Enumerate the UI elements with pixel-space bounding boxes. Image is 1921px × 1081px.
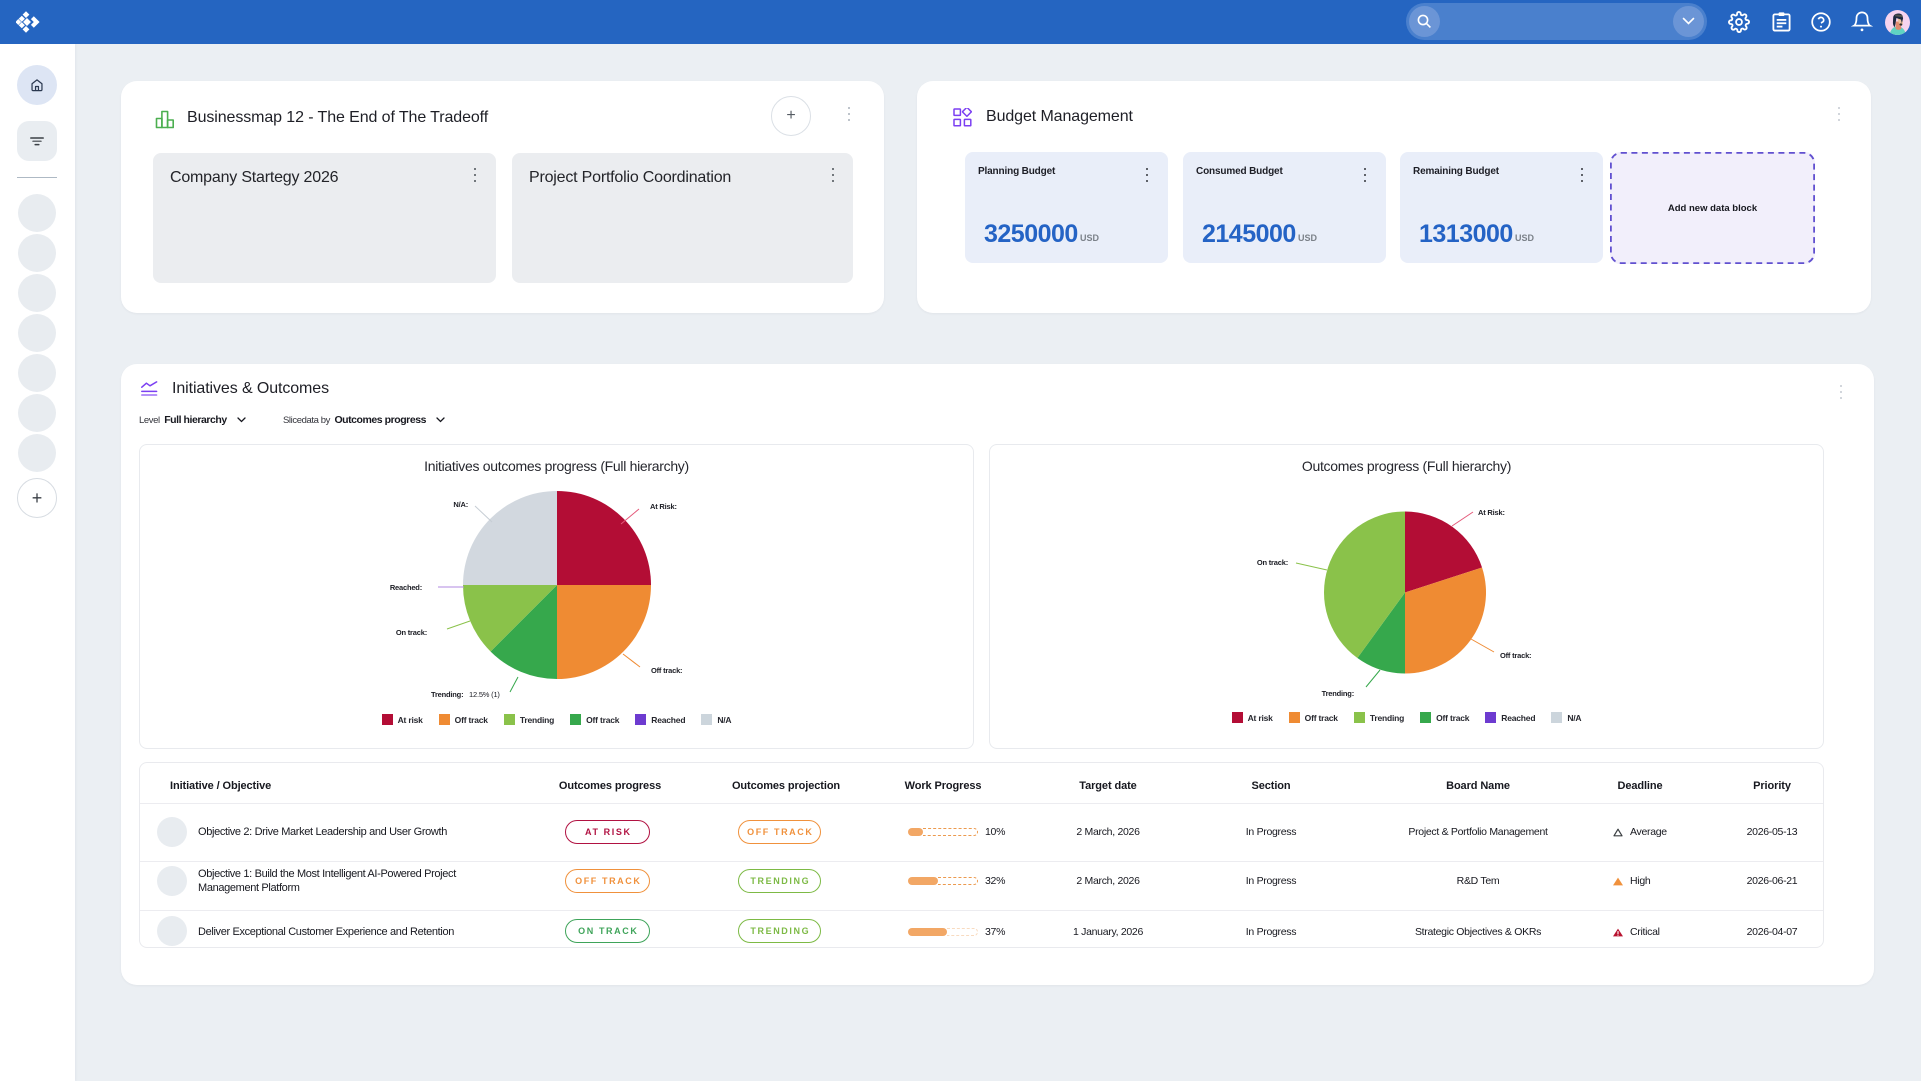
svg-text:At Risk:: At Risk: (1478, 508, 1505, 517)
svg-text:N/A:: N/A: (453, 500, 468, 509)
svg-text:12.5% (1): 12.5% (1) (469, 690, 500, 699)
svg-text:Off track:: Off track: (651, 666, 682, 675)
svg-text:Off track:: Off track: (1500, 651, 1531, 660)
svg-text:Trending:: Trending: (1322, 689, 1354, 698)
svg-text:Reached:: Reached: (390, 583, 422, 592)
svg-text:On track:: On track: (1257, 558, 1288, 567)
svg-text:At Risk:: At Risk: (650, 502, 677, 511)
svg-text:On track:: On track: (396, 628, 427, 637)
svg-text:Trending:: Trending: (431, 690, 463, 699)
